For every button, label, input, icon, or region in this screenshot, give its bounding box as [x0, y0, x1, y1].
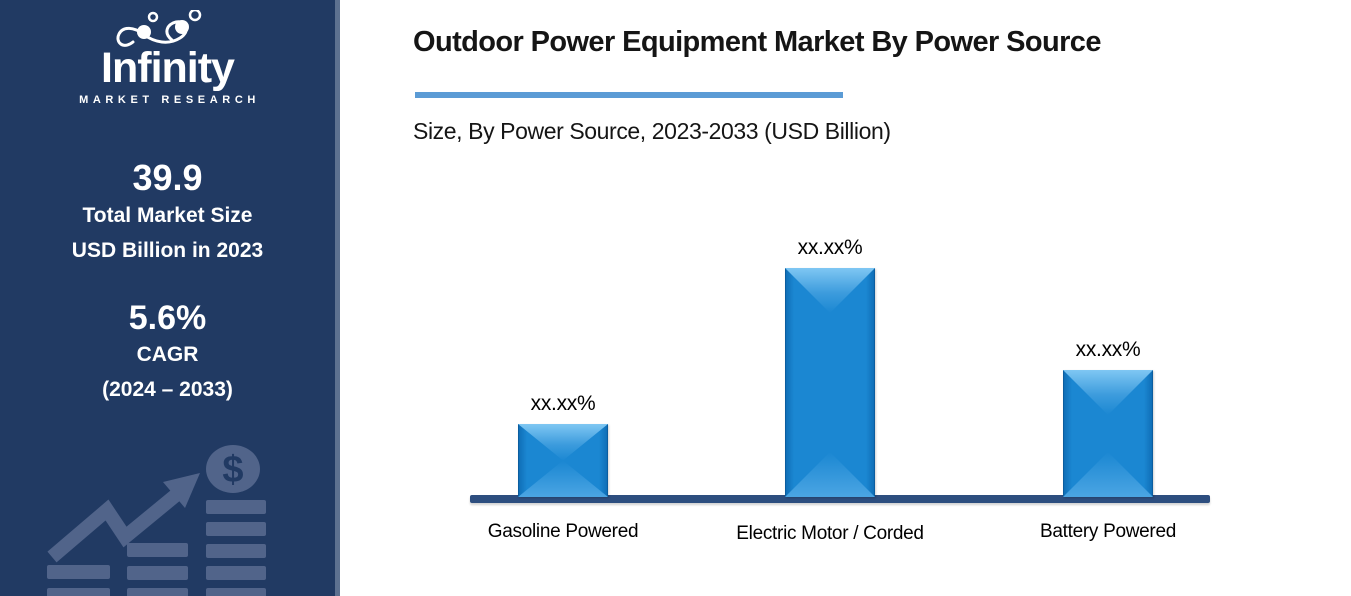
stat-label: Total Market Size [82, 203, 253, 227]
bar-group-electric: xx.xx% [785, 236, 875, 497]
category-label-battery: Battery Powered [1040, 521, 1176, 542]
stat-label: (2024 – 2033) [102, 378, 233, 402]
trend-arrow-icon [47, 473, 200, 563]
bar-value-label: xx.xx% [797, 236, 863, 259]
bar-value-label: xx.xx% [1075, 338, 1141, 361]
bar-battery [1063, 370, 1153, 497]
stat-value: 39.9 [132, 157, 203, 198]
page-title: Outdoor Power Equipment Market By Power … [413, 26, 1101, 58]
bar-group-battery: xx.xx% [1063, 338, 1153, 497]
bar-group-gasoline: xx.xx% [518, 392, 608, 497]
chart-panel: Outdoor Power Equipment Market By Power … [340, 0, 1351, 596]
category-label-gasoline: Gasoline Powered [487, 521, 639, 542]
stat-total-market-size: 39.9 Total Market Size USD Billion in 20… [0, 158, 335, 268]
brand-tagline: MARKET RESEARCH [79, 94, 260, 107]
bar-gasoline [518, 424, 608, 497]
logo: Infinity MARKET RESEARCH [0, 10, 335, 106]
growth-chart-icon: $ [47, 445, 266, 596]
dollar-icon: $ [206, 445, 260, 493]
stat-value: 5.6% [128, 299, 207, 337]
x-axis-line [470, 495, 1210, 503]
sidebar: Infinity MARKET RESEARCH 39.9 Total Mark… [0, 0, 340, 596]
brand-name: Infinity [101, 44, 235, 92]
stat-label: USD Billion in 2023 [71, 238, 264, 262]
svg-text:$: $ [222, 449, 243, 491]
chart-subtitle: Size, By Power Source, 2023-2033 (USD Bi… [413, 118, 891, 144]
title-underline [415, 92, 843, 98]
bar-electric [785, 268, 875, 497]
stat-cagr: 5.6% CAGR (2024 – 2033) [0, 299, 335, 407]
stat-label: CAGR [136, 343, 199, 367]
bar-value-label: xx.xx% [530, 392, 596, 415]
category-label-electric: Electric Motor / Corded [736, 523, 924, 544]
infinity-swirl-icon [116, 10, 201, 47]
